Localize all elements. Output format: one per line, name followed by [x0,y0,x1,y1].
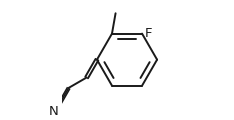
Text: F: F [145,27,152,39]
Text: N: N [49,105,58,118]
